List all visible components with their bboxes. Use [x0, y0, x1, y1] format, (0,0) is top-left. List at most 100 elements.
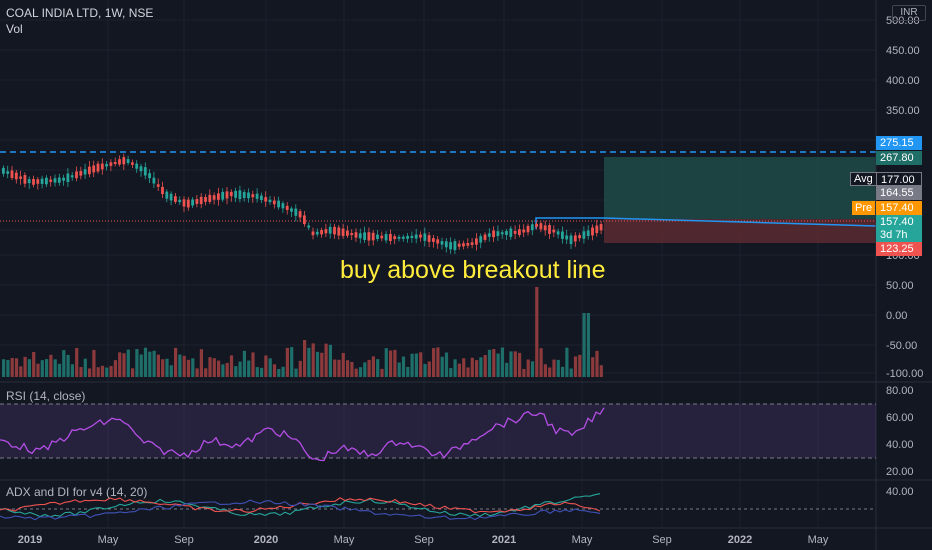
- volume-bar[interactable]: [238, 361, 242, 377]
- candle[interactable]: [195, 199, 199, 204]
- volume-bar[interactable]: [152, 350, 156, 377]
- volume-bar[interactable]: [419, 352, 423, 377]
- candle[interactable]: [88, 166, 91, 175]
- candle[interactable]: [427, 235, 431, 242]
- candle[interactable]: [27, 179, 31, 184]
- target-zone[interactable]: [604, 157, 876, 219]
- candle[interactable]: [105, 164, 108, 167]
- volume-bar[interactable]: [569, 368, 573, 377]
- volume-bar[interactable]: [174, 347, 178, 377]
- volume-bar[interactable]: [32, 351, 36, 377]
- volume-bar[interactable]: [483, 354, 487, 377]
- symbol-title[interactable]: COAL INDIA LTD, 1W, NSE: [6, 6, 154, 20]
- volume-bar[interactable]: [182, 355, 186, 377]
- candle[interactable]: [419, 234, 422, 238]
- volume-bar[interactable]: [389, 350, 393, 377]
- volume-bar[interactable]: [453, 359, 457, 377]
- volume-bar[interactable]: [217, 360, 221, 377]
- candle[interactable]: [573, 235, 577, 242]
- volume-bar[interactable]: [225, 362, 229, 377]
- candle[interactable]: [109, 162, 113, 166]
- candle[interactable]: [49, 179, 53, 182]
- volume-bar[interactable]: [204, 368, 208, 377]
- volume-bar[interactable]: [513, 351, 517, 377]
- volume-bar[interactable]: [341, 352, 345, 377]
- candle[interactable]: [53, 178, 57, 183]
- candle[interactable]: [436, 239, 440, 244]
- candle[interactable]: [161, 186, 164, 195]
- candle[interactable]: [548, 225, 551, 234]
- candle[interactable]: [303, 215, 306, 225]
- candle[interactable]: [100, 163, 104, 170]
- volume-bar[interactable]: [40, 360, 44, 377]
- candle[interactable]: [290, 208, 293, 212]
- candle[interactable]: [406, 235, 409, 239]
- volume-bar[interactable]: [466, 367, 470, 377]
- candle[interactable]: [156, 184, 160, 187]
- candle[interactable]: [165, 191, 169, 199]
- candle[interactable]: [311, 231, 315, 236]
- volume-bar[interactable]: [518, 352, 522, 377]
- volume-bar[interactable]: [10, 358, 14, 377]
- candle[interactable]: [281, 203, 285, 209]
- candle[interactable]: [122, 157, 126, 165]
- volume-bar[interactable]: [135, 349, 139, 377]
- candle[interactable]: [487, 233, 491, 237]
- candle[interactable]: [509, 228, 513, 237]
- volume-bar[interactable]: [242, 350, 246, 377]
- candle[interactable]: [599, 223, 603, 231]
- candle[interactable]: [66, 173, 70, 183]
- volume-bar[interactable]: [328, 344, 332, 377]
- volume-bar[interactable]: [6, 359, 10, 377]
- volume-bar[interactable]: [298, 360, 302, 377]
- volume-bar[interactable]: [251, 352, 255, 377]
- candle[interactable]: [367, 232, 371, 241]
- volume-bar[interactable]: [234, 366, 238, 377]
- volume-bar[interactable]: [221, 364, 225, 377]
- candle[interactable]: [354, 232, 358, 238]
- volume-bar[interactable]: [535, 287, 539, 377]
- candle[interactable]: [238, 190, 242, 200]
- volume-bar[interactable]: [14, 358, 19, 377]
- volume-bar[interactable]: [208, 357, 212, 377]
- candle[interactable]: [204, 196, 207, 202]
- volume-bar[interactable]: [178, 354, 182, 377]
- volume-bar[interactable]: [556, 359, 560, 377]
- volume-bar[interactable]: [294, 368, 298, 377]
- candle[interactable]: [251, 194, 255, 198]
- volume-bar[interactable]: [268, 358, 272, 377]
- candle[interactable]: [543, 225, 547, 231]
- volume-bar[interactable]: [156, 354, 160, 377]
- volume-bar[interactable]: [49, 354, 53, 377]
- candle[interactable]: [578, 235, 581, 239]
- volume-bar[interactable]: [212, 358, 216, 377]
- candle[interactable]: [539, 223, 543, 230]
- candle[interactable]: [285, 205, 289, 210]
- di-plus-line[interactable]: [0, 493, 601, 518]
- volume-bar[interactable]: [449, 368, 453, 377]
- candle[interactable]: [57, 177, 61, 183]
- volume-bar[interactable]: [440, 356, 444, 377]
- candle[interactable]: [552, 229, 556, 233]
- volume-bar[interactable]: [66, 354, 70, 377]
- volume-bar[interactable]: [260, 367, 264, 377]
- volume-bar[interactable]: [165, 358, 169, 377]
- candle[interactable]: [208, 194, 212, 202]
- candle[interactable]: [75, 171, 78, 179]
- candle[interactable]: [135, 163, 139, 169]
- volume-bar[interactable]: [36, 363, 40, 377]
- candle[interactable]: [582, 231, 586, 239]
- candle[interactable]: [358, 233, 362, 239]
- rsi-legend[interactable]: RSI (14, close): [6, 389, 86, 403]
- candle[interactable]: [148, 173, 151, 179]
- volume-bar[interactable]: [479, 357, 483, 377]
- volume-bar[interactable]: [578, 354, 582, 377]
- volume-bar[interactable]: [277, 368, 281, 377]
- candle[interactable]: [307, 225, 311, 228]
- candle[interactable]: [569, 235, 573, 245]
- volume-bar[interactable]: [530, 361, 535, 377]
- candle[interactable]: [535, 223, 538, 227]
- volume-bar[interactable]: [462, 358, 466, 377]
- candle[interactable]: [513, 231, 517, 234]
